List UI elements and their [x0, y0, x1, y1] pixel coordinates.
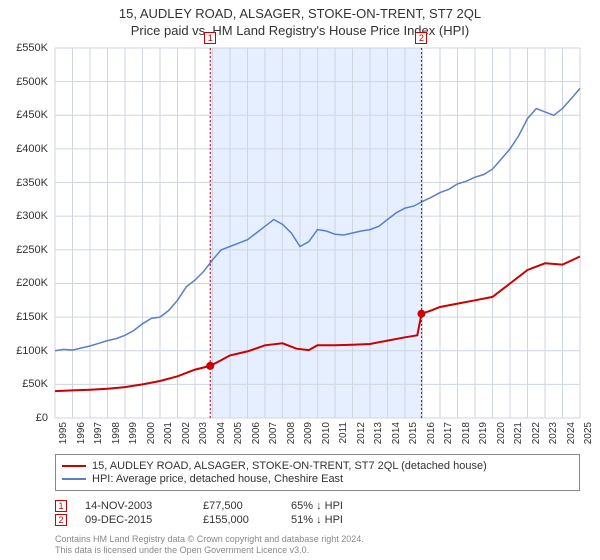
x-tick-label: 2001	[163, 422, 174, 444]
x-tick-label: 2022	[531, 422, 542, 444]
x-tick-label: 1999	[128, 422, 139, 444]
x-tick-label: 2006	[251, 422, 262, 444]
chart-plot-area: 12	[55, 48, 580, 418]
x-tick-label: 2009	[303, 422, 314, 444]
x-tick-label: 2019	[478, 422, 489, 444]
chart-subtitle: Price paid vs. HM Land Registry's House …	[0, 23, 600, 38]
event-relation: 51% ↓ HPI	[291, 514, 343, 526]
x-tick-label: 1997	[93, 422, 104, 444]
y-tick-label: £200K	[16, 277, 48, 289]
x-tick-label: 2016	[426, 422, 437, 444]
license-line-2: This data is licensed under the Open Gov…	[55, 545, 580, 556]
event-marker-2: 2	[415, 32, 427, 44]
x-tick-label: 2008	[286, 422, 297, 444]
event-marker-box: 1	[55, 500, 67, 512]
y-tick-label: £0	[36, 412, 48, 424]
y-tick-label: £500K	[16, 76, 48, 88]
legend-item-0: 15, AUDLEY ROAD, ALSAGER, STOKE-ON-TRENT…	[62, 460, 573, 472]
x-tick-label: 2020	[496, 422, 507, 444]
chart-svg	[55, 48, 580, 418]
event-marker-1: 1	[204, 32, 216, 44]
license-line-1: Contains HM Land Registry data © Crown c…	[55, 534, 580, 545]
y-axis-labels: £0£50K£100K£150K£200K£250K£300K£350K£400…	[0, 48, 52, 418]
x-tick-label: 2012	[356, 422, 367, 444]
y-tick-label: £350K	[16, 177, 48, 189]
x-tick-label: 2014	[391, 422, 402, 444]
y-tick-label: £400K	[16, 143, 48, 155]
y-tick-label: £300K	[16, 210, 48, 222]
x-tick-label: 2018	[461, 422, 472, 444]
x-tick-label: 2003	[198, 422, 209, 444]
event-date: 09-DEC-2015	[85, 514, 185, 526]
y-tick-label: £50K	[22, 378, 48, 390]
x-tick-label: 1996	[76, 422, 87, 444]
event-row-1: 1 14-NOV-2003 £77,500 65% ↓ HPI	[55, 500, 580, 512]
x-tick-label: 2010	[321, 422, 332, 444]
x-tick-label: 2015	[408, 422, 419, 444]
event-marker-box: 2	[55, 514, 67, 526]
event-row-2: 2 09-DEC-2015 £155,000 51% ↓ HPI	[55, 514, 580, 526]
x-tick-label: 2021	[513, 422, 524, 444]
x-axis-labels: 1995 1996 1997 1998 1999 2000 2001 2002 2003 2004…	[55, 420, 580, 452]
x-tick-label: 2023	[548, 422, 559, 444]
sale-events: 1 14-NOV-2003 £77,500 65% ↓ HPI 2 09-DEC-2015…	[55, 498, 580, 528]
x-tick-label: 2007	[268, 422, 279, 444]
legend-swatch	[62, 465, 86, 467]
legend-item-1: HPI: Average price, detached house, Ches…	[62, 473, 573, 485]
x-tick-label: 2002	[181, 422, 192, 444]
y-tick-label: £100K	[16, 345, 48, 357]
event-date: 14-NOV-2003	[85, 500, 185, 512]
x-tick-label: 2004	[216, 422, 227, 444]
y-tick-label: £450K	[16, 109, 48, 121]
x-tick-label: 2011	[338, 422, 349, 444]
x-tick-label: 2025	[583, 422, 594, 444]
license-text: Contains HM Land Registry data © Crown c…	[55, 534, 580, 556]
event-relation: 65% ↓ HPI	[291, 500, 343, 512]
event-price: £77,500	[203, 500, 273, 512]
y-tick-label: £250K	[16, 244, 48, 256]
chart-title-address: 15, AUDLEY ROAD, ALSAGER, STOKE-ON-TRENT…	[0, 6, 600, 21]
legend-swatch	[62, 478, 86, 480]
legend-label: HPI: Average price, detached house, Ches…	[92, 473, 343, 485]
event-price: £155,000	[203, 514, 273, 526]
x-tick-label: 2024	[566, 422, 577, 444]
x-tick-label: 2000	[146, 422, 157, 444]
legend-label: 15, AUDLEY ROAD, ALSAGER, STOKE-ON-TRENT…	[92, 460, 487, 472]
x-tick-label: 2017	[443, 422, 454, 444]
x-tick-label: 1995	[58, 422, 69, 444]
y-tick-label: £150K	[16, 311, 48, 323]
legend-box: 15, AUDLEY ROAD, ALSAGER, STOKE-ON-TRENT…	[55, 454, 580, 491]
x-tick-label: 2013	[373, 422, 384, 444]
y-tick-label: £550K	[16, 42, 48, 54]
x-tick-label: 2005	[233, 422, 244, 444]
x-tick-label: 1998	[111, 422, 122, 444]
